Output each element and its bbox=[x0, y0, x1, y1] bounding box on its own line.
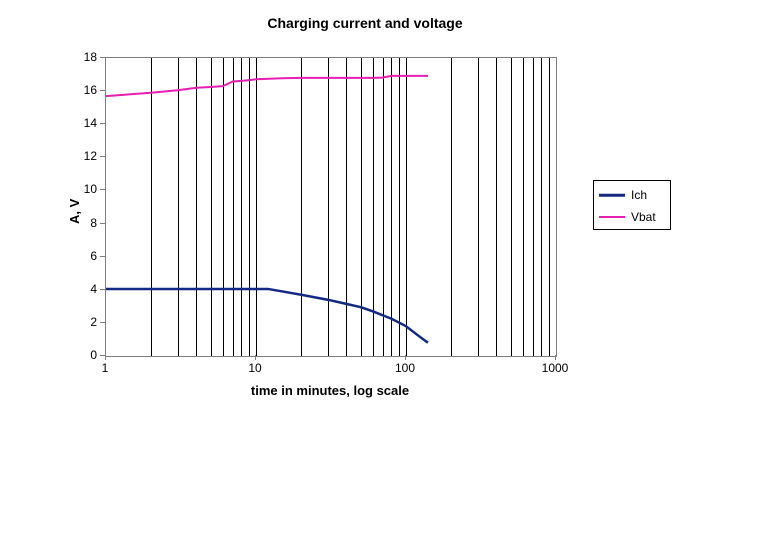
legend-item-Ich: Ich bbox=[597, 184, 667, 206]
legend-swatch bbox=[599, 194, 625, 197]
y-tick-label: 6 bbox=[69, 249, 97, 263]
legend-label: Vbat bbox=[631, 206, 656, 228]
y-tick-mark bbox=[100, 123, 105, 124]
y-tick-mark bbox=[100, 156, 105, 157]
y-tick-mark bbox=[100, 90, 105, 91]
x-tick-label: 1000 bbox=[530, 361, 580, 375]
legend: IchVbat bbox=[593, 180, 671, 230]
y-tick-mark bbox=[100, 57, 105, 58]
y-tick-mark bbox=[100, 289, 105, 290]
x-tick-label: 10 bbox=[230, 361, 280, 375]
x-tick-mark bbox=[105, 355, 106, 360]
y-tick-mark bbox=[100, 256, 105, 257]
x-tick-mark bbox=[405, 355, 406, 360]
y-tick-label: 14 bbox=[69, 116, 97, 130]
x-tick-label: 100 bbox=[380, 361, 430, 375]
y-tick-mark bbox=[100, 322, 105, 323]
y-tick-label: 2 bbox=[69, 315, 97, 329]
y-tick-label: 8 bbox=[69, 216, 97, 230]
y-tick-mark bbox=[100, 223, 105, 224]
plot-area bbox=[105, 57, 557, 357]
x-tick-mark bbox=[555, 355, 556, 360]
y-tick-label: 12 bbox=[69, 149, 97, 163]
x-tick-mark bbox=[255, 355, 256, 360]
y-tick-mark bbox=[100, 189, 105, 190]
series-Vbat bbox=[106, 76, 428, 96]
legend-swatch bbox=[599, 216, 625, 218]
legend-item-Vbat: Vbat bbox=[597, 206, 667, 228]
y-tick-label: 0 bbox=[69, 348, 97, 362]
y-tick-label: 10 bbox=[69, 182, 97, 196]
x-tick-label: 1 bbox=[80, 361, 130, 375]
y-tick-label: 18 bbox=[69, 50, 97, 64]
x-axis-label: time in minutes, log scale bbox=[105, 383, 555, 398]
chart-title: Charging current and voltage bbox=[55, 15, 675, 31]
y-tick-label: 16 bbox=[69, 83, 97, 97]
series-layer bbox=[106, 58, 556, 356]
y-tick-label: 4 bbox=[69, 282, 97, 296]
series-Ich bbox=[106, 289, 428, 343]
legend-label: Ich bbox=[631, 184, 647, 206]
